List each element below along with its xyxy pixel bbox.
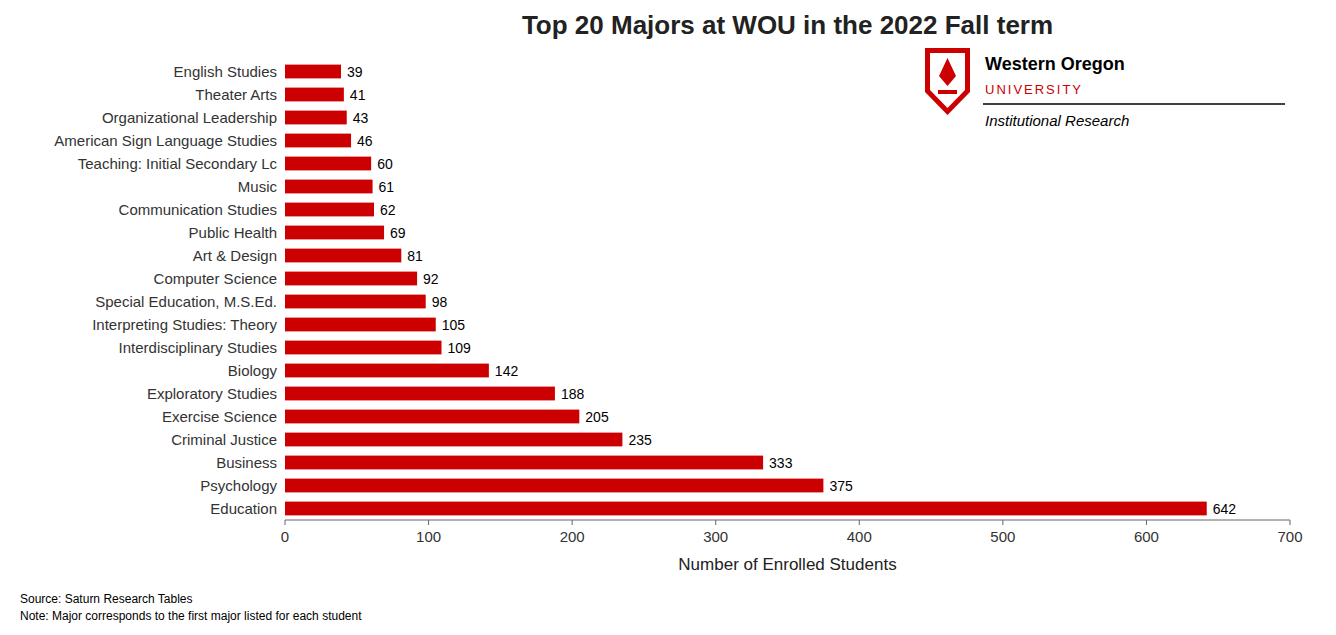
data-label: 81	[407, 248, 423, 264]
data-label: 60	[377, 156, 393, 172]
x-tick-label: 600	[1134, 528, 1159, 545]
data-label: 142	[495, 363, 519, 379]
data-label: 375	[829, 478, 853, 494]
bar	[285, 410, 579, 424]
title: Top 20 Majors at WOU in the 2022 Fall te…	[522, 10, 1053, 40]
data-label: 642	[1213, 501, 1237, 517]
category-label: Organizational Leadership	[102, 109, 277, 126]
data-label: 62	[380, 202, 396, 218]
bar	[285, 134, 351, 148]
category-label: English Studies	[174, 63, 277, 80]
bar	[285, 226, 384, 240]
bar	[285, 249, 401, 263]
x-tick	[859, 520, 860, 525]
logo-name: Western Oregon	[985, 54, 1125, 74]
bar	[285, 456, 763, 470]
data-label: 39	[347, 64, 363, 80]
logo	[925, 48, 970, 115]
category-label: Business	[216, 454, 277, 471]
logo-shield-inner	[930, 53, 965, 108]
bar	[285, 111, 347, 125]
category-label: Exercise Science	[162, 408, 277, 425]
data-label: 109	[447, 340, 471, 356]
data-label: 205	[585, 409, 609, 425]
bar	[285, 364, 489, 378]
x-tick	[572, 520, 573, 525]
logo-flame	[939, 58, 956, 86]
bar	[285, 180, 373, 194]
category-label: Art & Design	[193, 247, 277, 264]
data-label: 333	[769, 455, 793, 471]
data-label: 105	[442, 317, 466, 333]
x-axis-label: Number of Enrolled Students	[678, 555, 896, 574]
category-label: Interpreting Studies: Theory	[92, 316, 277, 333]
category-label: Exploratory Studies	[147, 385, 277, 402]
logo-dept: Institutional Research	[985, 112, 1129, 129]
bar	[285, 295, 426, 309]
category-label: Interdisciplinary Studies	[119, 339, 277, 356]
x-tick-label: 700	[1277, 528, 1302, 545]
data-label: 43	[353, 110, 369, 126]
category-label: Theater Arts	[195, 86, 277, 103]
logo-base	[938, 90, 957, 94]
bar	[285, 272, 417, 286]
bar	[285, 433, 622, 447]
category-label: Computer Science	[154, 270, 277, 287]
source-note: Note: Major corresponds to the first maj…	[20, 609, 362, 623]
data-label: 61	[379, 179, 395, 195]
category-label: Public Health	[189, 224, 277, 241]
bars	[285, 65, 1207, 516]
data-label: 92	[423, 271, 439, 287]
category-label: American Sign Language Studies	[54, 132, 277, 149]
bar	[285, 157, 371, 171]
logo-shield	[925, 48, 970, 115]
category-label: Education	[210, 500, 277, 517]
logo-rule	[983, 103, 1285, 105]
x-axis-line	[285, 520, 1290, 521]
bar	[285, 203, 374, 217]
category-label: Psychology	[200, 477, 277, 494]
x-tick	[1002, 520, 1003, 525]
bar	[285, 387, 555, 401]
bar	[285, 65, 341, 79]
category-label: Teaching: Initial Secondary Lc	[78, 155, 278, 172]
x-tick-label: 500	[990, 528, 1015, 545]
category-label: Biology	[228, 362, 278, 379]
category-label: Music	[238, 178, 278, 195]
bar	[285, 88, 344, 102]
x-tick-label: 400	[847, 528, 872, 545]
bar	[285, 318, 436, 332]
data-label: 188	[561, 386, 585, 402]
x-tick	[1146, 520, 1147, 525]
x-tick-label: 200	[560, 528, 585, 545]
bar	[285, 479, 823, 493]
x-tick-label: 300	[703, 528, 728, 545]
data-label: 46	[357, 133, 373, 149]
data-label: 41	[350, 87, 366, 103]
x-tick	[285, 520, 286, 525]
source-note: Source: Saturn Research Tables	[20, 592, 193, 606]
x-tick	[428, 520, 429, 525]
bar	[285, 502, 1207, 516]
category-label: Criminal Justice	[171, 431, 277, 448]
logo-subname: UNIVERSITY	[985, 82, 1083, 97]
data-label: 69	[390, 225, 406, 241]
category-label: Communication Studies	[119, 201, 277, 218]
x-tick-label: 100	[416, 528, 441, 545]
data-label: 98	[432, 294, 448, 310]
bar	[285, 341, 441, 355]
chart: Top 20 Majors at WOU in the 2022 Fall te…	[0, 0, 1336, 635]
category-label: Special Education, M.S.Ed.	[95, 293, 277, 310]
x-tick	[715, 520, 716, 525]
x-tick-label: 0	[281, 528, 289, 545]
data-label: 235	[628, 432, 652, 448]
x-tick	[1290, 520, 1291, 525]
